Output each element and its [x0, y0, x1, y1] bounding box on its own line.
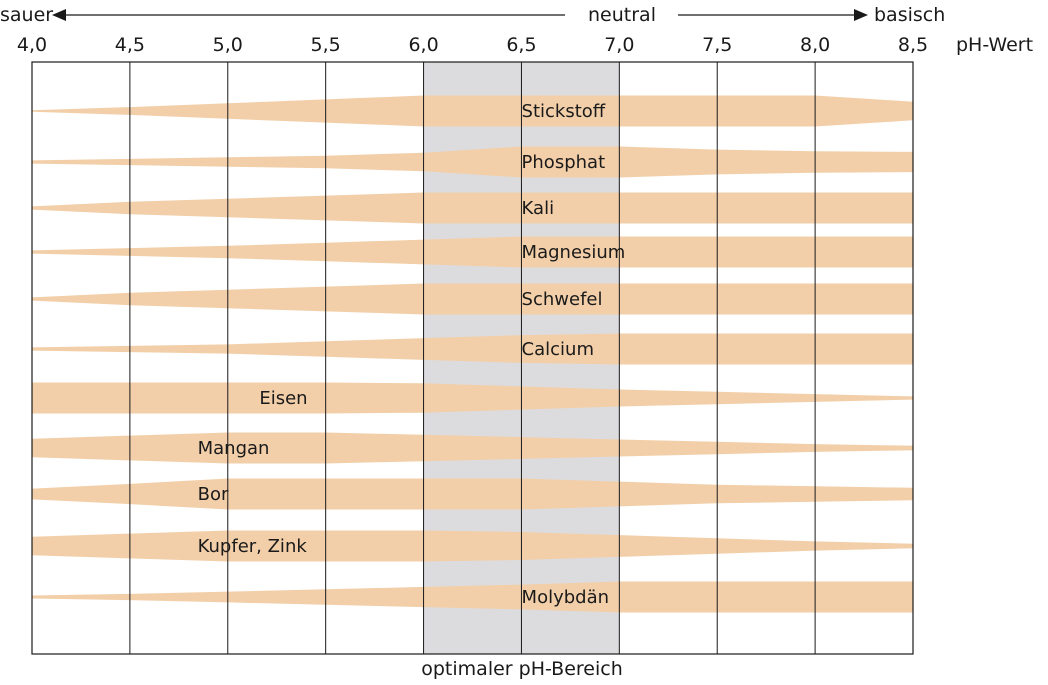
band-molybdän	[32, 581, 913, 613]
chart-frame	[31, 61, 914, 655]
arrow-left-icon	[52, 9, 66, 21]
nutrient-label: Molybdän	[522, 587, 610, 608]
nutrient-labels: Stickstoff Phosphat Kali Magnesium Schwefel C…	[198, 101, 626, 608]
tick-label: 7,5	[702, 34, 732, 56]
nutrient-label: Eisen	[259, 388, 307, 409]
ph-gridlines	[129, 62, 816, 654]
nutrient-label: Calcium	[522, 339, 594, 360]
ph-tick-labels: 4,0 4,5 5,0 5,5 6,0 6,5 7,0 7,5 8,0 8,5	[17, 34, 928, 56]
label-neutral: neutral	[588, 4, 656, 26]
band-bor	[32, 478, 913, 510]
nutrient-label: Schwefel	[522, 289, 603, 310]
tick-label: 8,0	[800, 34, 830, 56]
optimal-range-label: optimaler pH-Bereich	[421, 658, 623, 680]
label-ph-wert: pH-Wert	[956, 34, 1033, 56]
tick-label: 6,0	[408, 34, 438, 56]
nutrient-label: Phosphat	[522, 152, 606, 173]
band-magnesium	[32, 236, 913, 268]
tick-label: 6,5	[506, 34, 536, 56]
tick-label: 8,5	[898, 34, 928, 56]
nutrient-label: Stickstoff	[522, 101, 606, 122]
band-stickstoff	[32, 95, 913, 127]
band-schwefel	[32, 283, 913, 315]
nutrient-label: Kupfer, Zink	[198, 536, 308, 557]
band-phosphat	[32, 146, 913, 178]
tick-label: 5,0	[213, 34, 243, 56]
nutrient-label: Bor	[198, 484, 229, 505]
nutrient-label: Magnesium	[522, 242, 626, 263]
tick-label: 7,0	[604, 34, 634, 56]
band-kupfer-zink	[32, 530, 913, 562]
arrow-right-icon	[854, 9, 868, 21]
nutrient-label: Mangan	[198, 438, 270, 459]
nutrient-label: Kali	[522, 198, 555, 219]
nutrient-bands	[32, 95, 913, 613]
band-calcium	[32, 333, 913, 365]
tick-label: 4,5	[115, 34, 145, 56]
label-basisch: basisch	[874, 4, 945, 26]
tick-label: 4,0	[17, 34, 47, 56]
label-sauer: sauer	[0, 4, 53, 26]
band-mangan	[32, 432, 913, 464]
tick-label: 5,5	[311, 34, 341, 56]
band-eisen	[32, 382, 913, 414]
band-kali	[32, 192, 913, 224]
